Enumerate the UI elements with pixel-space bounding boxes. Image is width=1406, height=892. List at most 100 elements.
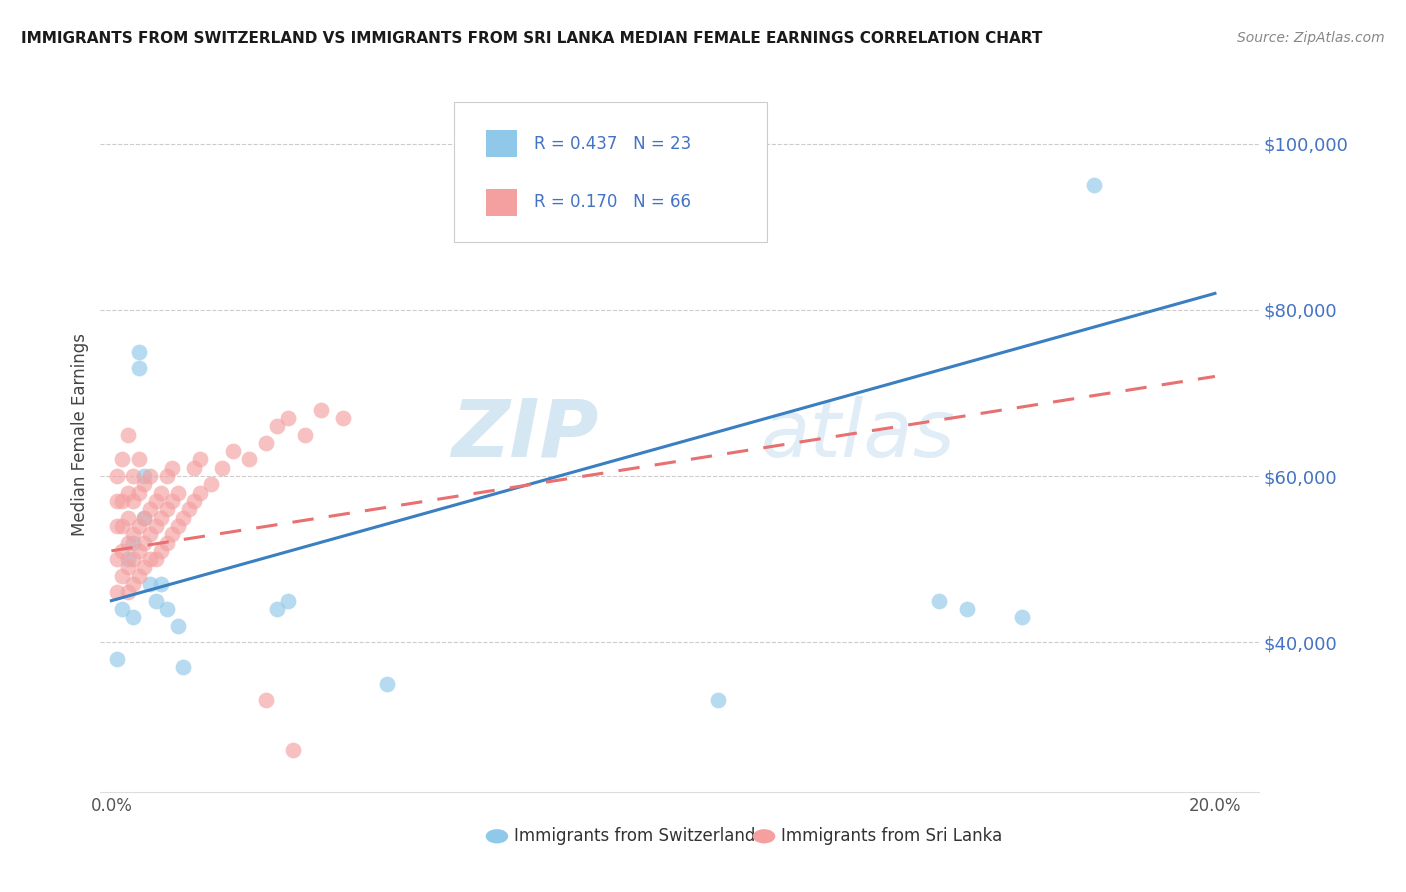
Point: [375, 677, 398, 691]
Point: [150, 577, 173, 591]
Point: [105, 552, 128, 566]
Point: [172, 510, 194, 524]
Point: [1011, 610, 1033, 624]
Point: [188, 485, 211, 500]
Point: [150, 544, 173, 558]
Point: [166, 519, 188, 533]
Text: Immigrants from Switzerland: Immigrants from Switzerland: [513, 827, 755, 846]
Point: [155, 502, 177, 516]
Point: [145, 494, 167, 508]
Point: [283, 743, 305, 757]
Point: [155, 602, 177, 616]
Point: [117, 510, 139, 524]
Point: [166, 485, 188, 500]
Point: [128, 344, 150, 359]
Point: [211, 460, 233, 475]
Text: R = 0.170   N = 66: R = 0.170 N = 66: [534, 194, 692, 211]
Point: [111, 602, 134, 616]
Point: [183, 494, 205, 508]
Point: [150, 485, 173, 500]
Point: [117, 585, 139, 599]
Point: [150, 510, 173, 524]
Point: [117, 560, 139, 574]
Text: Immigrants from Sri Lanka: Immigrants from Sri Lanka: [780, 827, 1002, 846]
Point: [122, 527, 145, 541]
Point: [117, 485, 139, 500]
Text: atlas: atlas: [761, 395, 956, 474]
Point: [155, 535, 177, 549]
Point: [134, 560, 156, 574]
Point: [928, 593, 950, 607]
Point: [183, 460, 205, 475]
Point: [122, 552, 145, 566]
Point: [105, 652, 128, 666]
Point: [177, 502, 200, 516]
Point: [122, 610, 145, 624]
Point: [332, 411, 354, 425]
Point: [266, 602, 288, 616]
Text: R = 0.437   N = 23: R = 0.437 N = 23: [534, 135, 692, 153]
Point: [122, 494, 145, 508]
Point: [128, 452, 150, 467]
Point: [134, 469, 156, 483]
Point: [111, 519, 134, 533]
Point: [111, 568, 134, 582]
Point: [166, 618, 188, 632]
Point: [111, 494, 134, 508]
Point: [277, 593, 299, 607]
Point: [266, 419, 288, 434]
Point: [122, 535, 145, 549]
Point: [111, 452, 134, 467]
Point: [122, 577, 145, 591]
Point: [128, 544, 150, 558]
Point: [172, 660, 194, 674]
Text: IMMIGRANTS FROM SWITZERLAND VS IMMIGRANTS FROM SRI LANKA MEDIAN FEMALE EARNINGS : IMMIGRANTS FROM SWITZERLAND VS IMMIGRANT…: [21, 31, 1042, 46]
Point: [117, 535, 139, 549]
Point: [105, 519, 128, 533]
Point: [139, 469, 162, 483]
Point: [155, 469, 177, 483]
Point: [254, 693, 277, 707]
Point: [122, 469, 145, 483]
Point: [139, 527, 162, 541]
Point: [117, 552, 139, 566]
Point: [956, 602, 979, 616]
Text: ZIP: ZIP: [451, 395, 599, 474]
Bar: [486, 189, 517, 216]
Point: [128, 568, 150, 582]
Point: [707, 693, 730, 707]
Point: [222, 444, 245, 458]
Point: [139, 552, 162, 566]
Point: [200, 477, 222, 491]
Point: [145, 519, 167, 533]
Text: Source: ZipAtlas.com: Source: ZipAtlas.com: [1237, 31, 1385, 45]
Point: [188, 452, 211, 467]
Point: [160, 494, 183, 508]
Point: [309, 402, 332, 417]
Bar: [486, 130, 517, 157]
Point: [128, 361, 150, 376]
Point: [128, 485, 150, 500]
Point: [105, 469, 128, 483]
Point: [139, 577, 162, 591]
Point: [134, 535, 156, 549]
Point: [111, 544, 134, 558]
Point: [139, 502, 162, 516]
Point: [294, 427, 316, 442]
Point: [105, 494, 128, 508]
Point: [134, 510, 156, 524]
Point: [277, 411, 299, 425]
Point: [128, 519, 150, 533]
Y-axis label: Median Female Earnings: Median Female Earnings: [72, 333, 89, 536]
Point: [134, 510, 156, 524]
Point: [160, 527, 183, 541]
Point: [254, 435, 277, 450]
Point: [238, 452, 260, 467]
FancyBboxPatch shape: [454, 103, 766, 242]
Point: [134, 477, 156, 491]
Point: [145, 552, 167, 566]
Point: [105, 585, 128, 599]
Point: [1083, 178, 1105, 193]
Point: [145, 593, 167, 607]
Point: [117, 427, 139, 442]
